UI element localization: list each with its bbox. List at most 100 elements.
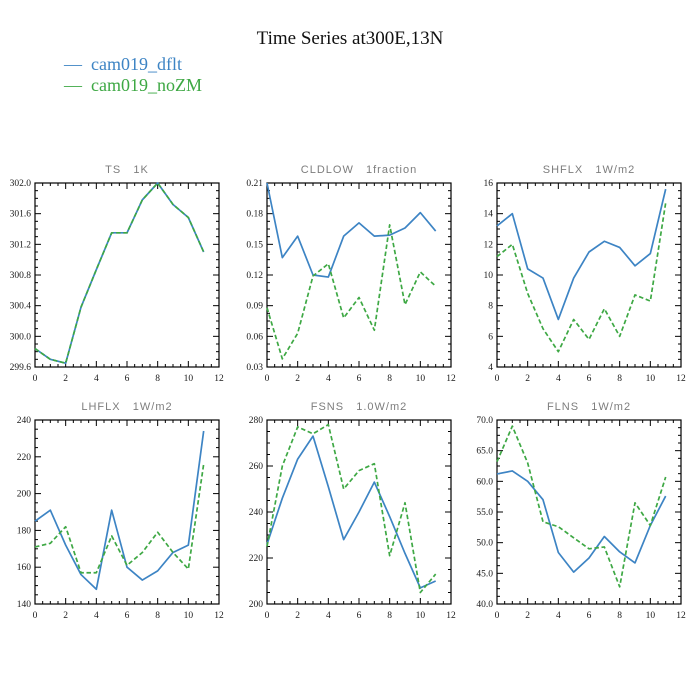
- svg-text:10: 10: [646, 374, 656, 384]
- svg-text:6: 6: [488, 332, 493, 342]
- chart-flns-title: FLNS 1W/m2: [547, 401, 631, 413]
- svg-text:0: 0: [495, 374, 500, 384]
- svg-text:220: 220: [17, 453, 32, 463]
- svg-text:10: 10: [416, 611, 426, 621]
- svg-text:10: 10: [184, 611, 194, 621]
- svg-text:300.0: 300.0: [10, 332, 32, 342]
- svg-text:4: 4: [326, 374, 331, 384]
- svg-text:70.0: 70.0: [476, 416, 493, 426]
- legend-line-dflt-icon: —: [64, 54, 82, 74]
- chart-shflx: SHFLX 1W/m2 0 2 4 6 8 10 12 4 6 8 10 12 14 16: [484, 164, 687, 384]
- svg-text:10: 10: [484, 271, 494, 281]
- svg-text:180: 180: [17, 526, 32, 536]
- svg-text:0: 0: [265, 374, 270, 384]
- svg-text:6: 6: [587, 374, 592, 384]
- plot-area: 0 2 4 6 8 10 12 4 6 8 10 12 14 16: [484, 179, 687, 384]
- chart-lhflx: LHFLX 1W/m2 0 2 4 6 8 10 12 140 160 180 200 220 240: [17, 401, 224, 621]
- legend-line-noZM-icon: —: [64, 75, 82, 95]
- svg-text:0.18: 0.18: [246, 210, 263, 220]
- svg-text:8: 8: [617, 611, 622, 621]
- plot-area: 0 2 4 6 8 10 12 299.6 300.0 300.4 300.8 301.2 301.6 3…: [10, 179, 224, 384]
- svg-text:0.21: 0.21: [246, 179, 263, 189]
- svg-text:45.0: 45.0: [476, 569, 493, 579]
- svg-text:2: 2: [63, 611, 68, 621]
- svg-text:10: 10: [184, 374, 194, 384]
- svg-text:10: 10: [646, 611, 656, 621]
- svg-text:200: 200: [249, 600, 264, 610]
- svg-text:140: 140: [17, 600, 32, 610]
- svg-text:4: 4: [94, 374, 99, 384]
- svg-text:0.06: 0.06: [246, 332, 263, 342]
- svg-text:300.4: 300.4: [10, 302, 32, 312]
- chart-fsns-title: FSNS 1.0W/m2: [311, 401, 408, 413]
- svg-text:200: 200: [17, 490, 32, 500]
- chart-fsns: FSNS 1.0W/m2 0 2 4 6 8 10 12 200 220 240 260 280: [249, 401, 456, 621]
- plot-area: 0 2 4 6 8 10 12 140 160 180 200 220 240: [17, 416, 224, 621]
- svg-text:0.09: 0.09: [246, 302, 263, 312]
- chart-shflx-title: SHFLX 1W/m2: [543, 164, 635, 176]
- svg-text:55.0: 55.0: [476, 508, 493, 518]
- svg-text:6: 6: [357, 374, 362, 384]
- svg-text:50.0: 50.0: [476, 539, 493, 549]
- svg-text:2: 2: [63, 374, 68, 384]
- svg-text:4: 4: [94, 611, 99, 621]
- svg-text:2: 2: [525, 374, 530, 384]
- svg-text:12: 12: [214, 611, 224, 621]
- chart-lhflx-title: LHFLX 1W/m2: [81, 401, 172, 413]
- plot-area: 0 2 4 6 8 10 12 40.0 45.0 50.0 55.0 60.0 65.0 70.0: [476, 416, 686, 621]
- svg-text:0.15: 0.15: [246, 240, 263, 250]
- svg-text:6: 6: [125, 374, 130, 384]
- svg-text:300.8: 300.8: [10, 271, 32, 281]
- svg-text:12: 12: [446, 374, 456, 384]
- svg-text:8: 8: [155, 374, 160, 384]
- plot-area: 0 2 4 6 8 10 12 0.03 0.06 0.09 0.12 0.15 0.18 0.21: [246, 179, 456, 384]
- svg-text:40.0: 40.0: [476, 600, 493, 610]
- plot-area: 0 2 4 6 8 10 12 200 220 240 260 280: [249, 416, 456, 621]
- svg-text:12: 12: [446, 611, 456, 621]
- chart-ts-title: TS 1K: [105, 164, 149, 176]
- svg-text:4: 4: [556, 611, 561, 621]
- svg-text:2: 2: [295, 611, 300, 621]
- svg-text:6: 6: [587, 611, 592, 621]
- svg-text:60.0: 60.0: [476, 477, 493, 487]
- svg-text:260: 260: [249, 462, 264, 472]
- svg-text:301.2: 301.2: [10, 240, 32, 250]
- svg-text:0: 0: [495, 611, 500, 621]
- svg-text:12: 12: [214, 374, 224, 384]
- svg-text:220: 220: [249, 554, 264, 564]
- svg-text:301.6: 301.6: [10, 210, 32, 220]
- legend-item-dflt: — cam019_dflt: [64, 54, 202, 75]
- page-title: Time Series at300E,13N: [256, 28, 444, 49]
- svg-text:280: 280: [249, 416, 264, 426]
- svg-text:12: 12: [484, 240, 494, 250]
- svg-text:6: 6: [125, 611, 130, 621]
- svg-text:4: 4: [556, 374, 561, 384]
- svg-text:8: 8: [387, 611, 392, 621]
- svg-text:8: 8: [155, 611, 160, 621]
- svg-text:12: 12: [676, 374, 686, 384]
- svg-text:299.6: 299.6: [10, 363, 32, 373]
- svg-text:2: 2: [525, 611, 530, 621]
- svg-text:14: 14: [484, 210, 494, 220]
- svg-text:4: 4: [488, 363, 493, 373]
- svg-text:12: 12: [676, 611, 686, 621]
- svg-text:0: 0: [33, 374, 38, 384]
- svg-text:8: 8: [387, 374, 392, 384]
- legend-label-dflt: cam019_dflt: [91, 54, 182, 74]
- svg-text:0: 0: [33, 611, 38, 621]
- svg-text:6: 6: [357, 611, 362, 621]
- svg-text:240: 240: [249, 508, 264, 518]
- legend-item-noZM: — cam019_noZM: [64, 75, 202, 96]
- svg-text:16: 16: [484, 179, 494, 189]
- chart-flns: FLNS 1W/m2 0 2 4 6 8 10 12 40.0 45.0 50.0 55.0 60.0…: [476, 401, 686, 621]
- svg-text:0.12: 0.12: [246, 271, 263, 281]
- svg-text:65.0: 65.0: [476, 447, 493, 457]
- svg-text:160: 160: [17, 563, 32, 573]
- chart-ts: TS 1K 0 2 4 6 8 10 12 299.6 300.0 300.4 300.8 301.2…: [10, 164, 224, 384]
- svg-text:0.03: 0.03: [246, 363, 263, 373]
- svg-text:2: 2: [295, 374, 300, 384]
- chart-cldlow: CLDLOW 1fraction 0 2 4 6 8 10 12 0.03 0.06 0.09 0.…: [246, 164, 456, 384]
- svg-text:0: 0: [265, 611, 270, 621]
- svg-text:240: 240: [17, 416, 32, 426]
- svg-text:8: 8: [617, 374, 622, 384]
